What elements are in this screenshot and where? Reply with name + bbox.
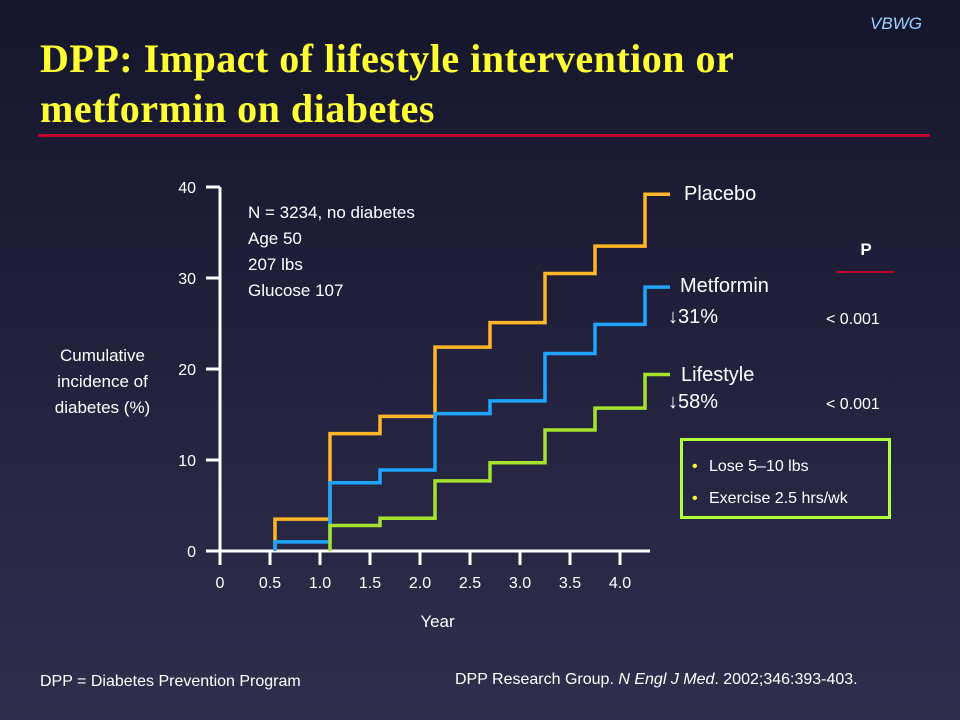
y-tick-label: 40	[178, 180, 196, 197]
y-axis-label: Cumulative incidence of diabetes (%)	[54, 346, 151, 417]
y-tick-label: 0	[187, 544, 196, 561]
study-info: N = 3234, no diabetes Age 50 207 lbs Glu…	[248, 200, 415, 304]
study-info-line: 207 lbs	[248, 255, 303, 274]
series-label-metformin: Metformin	[680, 275, 769, 297]
series-line-placebo	[273, 192, 670, 551]
y-tick-label: 10	[178, 453, 196, 470]
p-value-underline	[836, 271, 894, 273]
series-label-placebo: Placebo	[684, 183, 757, 205]
x-tick-label: 3.0	[509, 575, 531, 592]
x-tick-label: 0	[216, 575, 225, 592]
x-tick-label: 0.5	[259, 575, 281, 592]
footer-citation: DPP Research Group. N Engl J Med. 2002;3…	[455, 671, 858, 689]
lifestyle-goal-item: Lose 5–10 lbs	[683, 451, 888, 483]
series-line-metformin	[273, 285, 670, 551]
y-tick-label: 20	[178, 362, 196, 379]
slide-title: DPP: Impact of lifestyle intervention or…	[40, 36, 734, 131]
lifestyle-goals-box: Lose 5–10 lbs Exercise 2.5 hrs/wk	[680, 438, 891, 519]
x-tick-label: 4.0	[609, 575, 631, 592]
lifestyle-goal-item: Exercise 2.5 hrs/wk	[683, 483, 888, 515]
x-tick-label: 2.0	[409, 575, 431, 592]
x-tick-label: 3.5	[559, 575, 581, 592]
study-info-line: N = 3234, no diabetes	[248, 203, 415, 222]
p-value-lifestyle: < 0.001	[826, 396, 880, 413]
brand-label: VBWG	[870, 14, 922, 33]
y-tick-label: 30	[178, 271, 196, 288]
p-value-header: P	[860, 240, 872, 259]
study-info-line: Glucose 107	[248, 281, 344, 300]
x-tick-label: 1.5	[359, 575, 381, 592]
study-info-line: Age 50	[248, 229, 302, 248]
p-value-metformin: < 0.001	[826, 311, 880, 328]
series-line-lifestyle	[328, 372, 670, 551]
series-label-lifestyle: Lifestyle	[681, 364, 755, 386]
x-axis-label: Year	[420, 612, 455, 631]
x-tick-label: 2.5	[459, 575, 481, 592]
lifestyle-reduction: ↓58%	[668, 391, 719, 413]
x-tick-label: 1.0	[309, 575, 331, 592]
title-underline	[38, 134, 930, 137]
metformin-reduction: ↓31%	[668, 306, 719, 328]
citation-details: . 2002;346:393-403.	[714, 671, 858, 688]
citation-journal: N Engl J Med	[618, 671, 715, 688]
footer-definition: DPP = Diabetes Prevention Program	[40, 673, 301, 690]
citation-authors: DPP Research Group.	[455, 671, 619, 688]
